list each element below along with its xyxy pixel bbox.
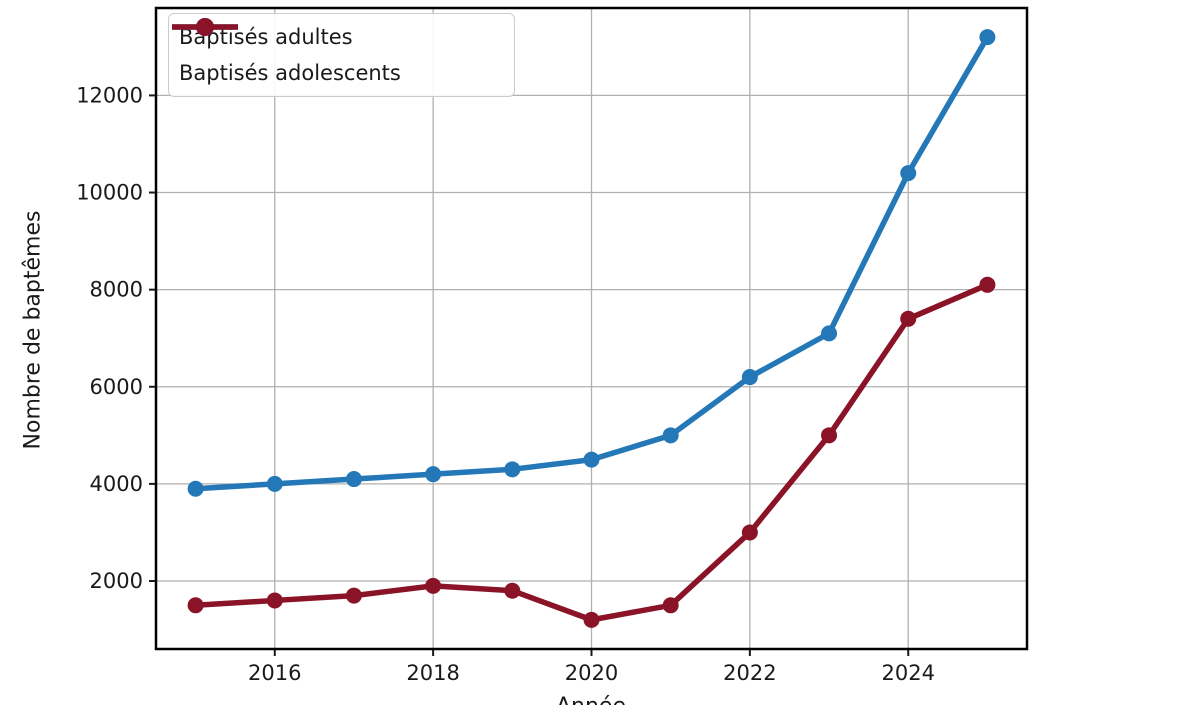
series-1-point-2018: [425, 577, 442, 594]
tick-label-x-2024: 2024: [882, 661, 935, 685]
legend-item-1: Baptisés adolescents: [172, 18, 504, 88]
tick-label-x-2016: 2016: [248, 661, 301, 685]
series-1-point-2015: [187, 597, 204, 614]
tick-label-y-12000: 12000: [76, 83, 143, 107]
series-1-point-2016: [266, 592, 283, 609]
series-0-point-2021: [662, 427, 679, 444]
legend-label: Baptisés adolescents: [179, 61, 401, 85]
series-0-point-2020: [583, 451, 600, 468]
series-1-point-2024: [900, 310, 917, 327]
y-axis-title: Nombre de baptêmes: [20, 210, 46, 450]
tick-label-x-2018: 2018: [406, 661, 459, 685]
series-0-point-2022: [741, 369, 758, 386]
series-1-point-2021: [662, 597, 679, 614]
legend: Baptisés adultes Baptisés adolescents: [168, 13, 515, 97]
series-1-point-2025: [979, 276, 996, 293]
series-0-point-2019: [504, 461, 521, 478]
series-0-point-2023: [821, 325, 838, 342]
series-1-point-2019: [504, 582, 521, 599]
series-1-point-2023: [821, 427, 838, 444]
tick-label-y-8000: 8000: [90, 278, 143, 302]
tick-label-x-2022: 2022: [723, 661, 776, 685]
x-axis-title: Année: [556, 694, 626, 705]
tick-label-y-2000: 2000: [90, 569, 143, 593]
series-1-point-2017: [345, 587, 362, 604]
series-0-point-2018: [425, 466, 442, 483]
series-0-point-2024: [900, 165, 917, 182]
legend-marker-icon: [172, 18, 238, 36]
tick-label-y-10000: 10000: [76, 181, 143, 205]
legend-dot-sample: [196, 18, 214, 36]
series-1-point-2020: [583, 611, 600, 628]
tick-label-x-2020: 2020: [565, 661, 618, 685]
series-0-point-2015: [187, 480, 204, 497]
series-0-point-2017: [345, 471, 362, 488]
plot-frame: [154, 6, 1029, 651]
series-1-point-2022: [741, 524, 758, 541]
tick-label-y-4000: 4000: [90, 472, 143, 496]
series-0-point-2025: [979, 29, 996, 46]
series-0-point-2016: [266, 475, 283, 492]
tick-label-y-6000: 6000: [90, 375, 143, 399]
